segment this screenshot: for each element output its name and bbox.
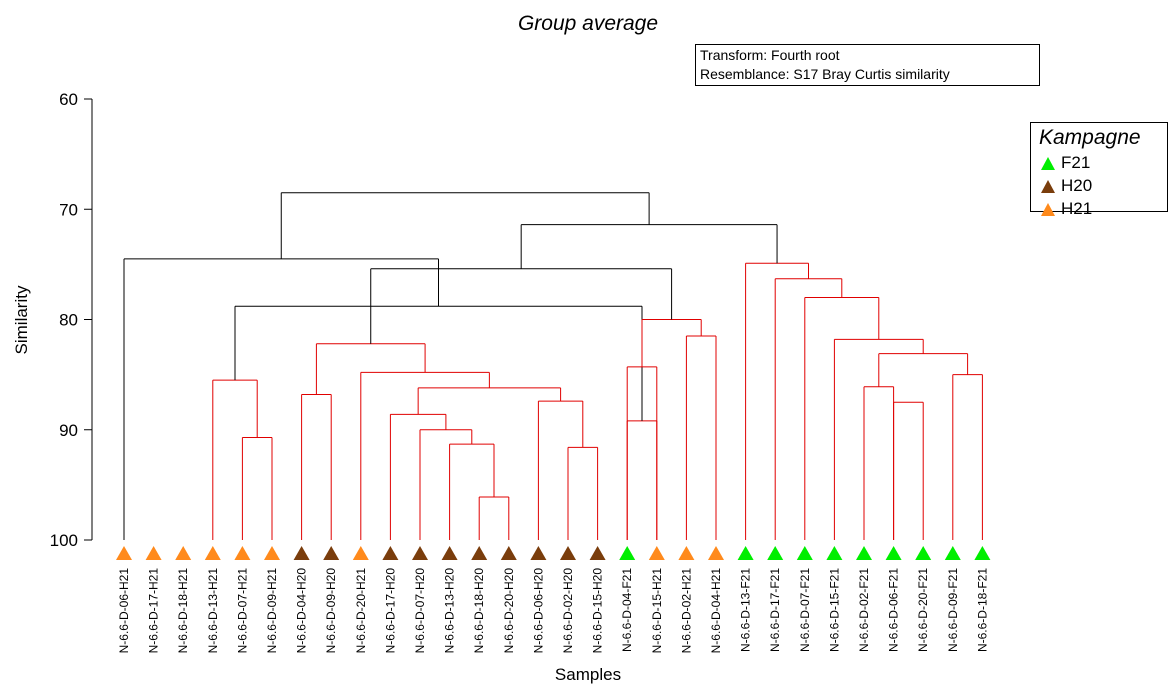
leaf-marker-N-6.6-D-04-H21 [708,546,724,560]
leaf-label-N-6.6-D-17-H20: N-6.6-D-17-H20 [383,568,397,654]
y-tick-label-80: 80 [59,311,78,330]
leaf-marker-N-6.6-D-15-H21 [648,546,665,560]
leaf-marker-N-6.6-D-04-H20 [293,546,310,560]
leaf-marker-N-6.6-D-04-F21 [619,546,636,560]
leaf-marker-N-6.6-D-20-H21 [352,546,369,560]
leaf-label-N-6.6-D-17-H21: N-6.6-D-17-H21 [147,568,161,654]
leaf-marker-N-6.6-D-17-F21 [767,546,784,560]
leaf-marker-N-6.6-D-09-F21 [944,546,961,560]
leaf-label-N-6.6-D-18-H20: N-6.6-D-18-H20 [472,568,486,654]
chart-title: Group average [517,12,659,35]
leaf-marker-N-6.6-D-02-H20 [560,546,576,560]
leaf-marker-N-6.6-D-18-H20 [471,546,488,560]
y-tick-label-70: 70 [59,200,78,219]
leaf-label-N-6.6-D-15-H20: N-6.6-D-15-H20 [591,568,605,654]
leaf-label-N-6.6-D-07-H20: N-6.6-D-07-H20 [413,568,427,654]
leaf-marker-N-6.6-D-02-F21 [856,546,872,560]
legend-label-h21: H21 [1061,198,1093,218]
leaf-marker-N-6.6-D-13-H20 [441,546,458,560]
leaf-label-N-6.6-D-07-H21: N-6.6-D-07-H21 [235,568,249,654]
leaf-marker-N-6.6-D-17-H21 [145,546,162,560]
leaf-marker-N-6.6-D-17-H20 [382,546,399,560]
leaf-label-N-6.6-D-20-H20: N-6.6-D-20-H20 [502,568,516,654]
transform-resemblance-box: Transform: Fourth root Resemblance: S17 … [695,44,1040,86]
leaf-label-N-6.6-D-06-F21: N-6.6-D-06-F21 [887,568,901,652]
leaf-marker-N-6.6-D-07-F21 [796,546,813,560]
leaf-label-N-6.6-D-09-H21: N-6.6-D-09-H21 [265,568,279,654]
leaf-marker-N-6.6-D-13-F21 [737,546,754,560]
leaf-label-N-6.6-D-02-H21: N-6.6-D-02-H21 [679,568,693,654]
legend-marker-h21 [1041,202,1055,216]
leaf-label-N-6.6-D-02-H20: N-6.6-D-02-H20 [561,568,575,654]
leaf-label-N-6.6-D-02-F21: N-6.6-D-02-F21 [857,568,871,652]
leaf-marker-N-6.6-D-07-H20 [412,546,428,560]
legend-item-h20: H20 [1031,174,1167,197]
leaf-marker-N-6.6-D-15-H20 [589,546,606,560]
leaf-label-N-6.6-D-20-F21: N-6.6-D-20-F21 [916,568,930,652]
x-axis-label: Samples [554,665,622,684]
leaf-label-N-6.6-D-04-F21: N-6.6-D-04-F21 [620,568,634,652]
leaf-marker-N-6.6-D-02-H21 [678,546,695,560]
leaf-label-N-6.6-D-09-F21: N-6.6-D-09-F21 [946,568,960,652]
leaf-marker-N-6.6-D-18-F21 [974,546,991,560]
leaf-marker-N-6.6-D-06-F21 [885,546,902,560]
leaf-marker-N-6.6-D-09-H20 [323,546,340,560]
leaf-label-N-6.6-D-15-F21: N-6.6-D-15-F21 [827,568,841,652]
legend: Kampagne F21 H20 H21 [1030,122,1168,218]
transform-text: Transform: Fourth root [700,47,840,63]
y-tick-label-90: 90 [59,421,78,440]
leaf-marker-N-6.6-D-07-H21 [234,546,251,560]
leaf-marker-N-6.6-D-09-H21 [264,546,280,560]
leaf-label-N-6.6-D-13-F21: N-6.6-D-13-F21 [739,568,753,652]
y-tick-label-60: 60 [59,90,78,109]
leaf-label-N-6.6-D-06-H21: N-6.6-D-06-H21 [117,568,131,654]
leaf-label-N-6.6-D-06-H20: N-6.6-D-06-H20 [531,568,545,654]
legend-item-f21: F21 [1031,151,1167,174]
legend-title: Kampagne [1039,126,1141,149]
legend-label-h20: H20 [1061,175,1093,195]
leaf-marker-N-6.6-D-15-F21 [826,546,843,560]
leaf-marker-N-6.6-D-13-H21 [204,546,221,560]
leaf-label-N-6.6-D-04-H20: N-6.6-D-04-H20 [295,568,309,654]
leaf-label-N-6.6-D-13-H20: N-6.6-D-13-H20 [443,568,457,654]
leaf-label-N-6.6-D-20-H21: N-6.6-D-20-H21 [354,568,368,654]
leaf-label-N-6.6-D-17-F21: N-6.6-D-17-F21 [768,568,782,652]
leaf-marker-N-6.6-D-06-H21 [116,546,132,560]
leaf-label-N-6.6-D-04-H21: N-6.6-D-04-H21 [709,568,723,654]
legend-symbol-h20 [1041,179,1055,193]
legend-label-f21: F21 [1061,152,1091,172]
leaf-label-N-6.6-D-18-H21: N-6.6-D-18-H21 [176,568,190,654]
legend-item-h21: H21 [1031,197,1167,220]
leaf-marker-N-6.6-D-20-H20 [500,546,517,560]
legend-marker-f21 [1041,156,1055,170]
y-tick-label-100: 100 [50,531,78,550]
legend-symbol-f21 [1041,156,1055,170]
leaf-label-N-6.6-D-18-F21: N-6.6-D-18-F21 [975,568,989,652]
resemblance-text: Resemblance: S17 Bray Curtis similarity [700,66,950,82]
legend-symbol-h21 [1041,202,1055,216]
legend-marker-h20 [1041,179,1055,193]
leaf-label-N-6.6-D-09-H20: N-6.6-D-09-H20 [324,568,338,654]
leaf-label-N-6.6-D-07-F21: N-6.6-D-07-F21 [798,568,812,652]
leaf-marker-N-6.6-D-18-H21 [175,546,192,560]
leaf-label-N-6.6-D-15-H21: N-6.6-D-15-H21 [650,568,664,654]
leaf-marker-N-6.6-D-06-H20 [530,546,547,560]
leaf-marker-N-6.6-D-20-F21 [915,546,932,560]
leaf-label-N-6.6-D-13-H21: N-6.6-D-13-H21 [206,568,220,654]
